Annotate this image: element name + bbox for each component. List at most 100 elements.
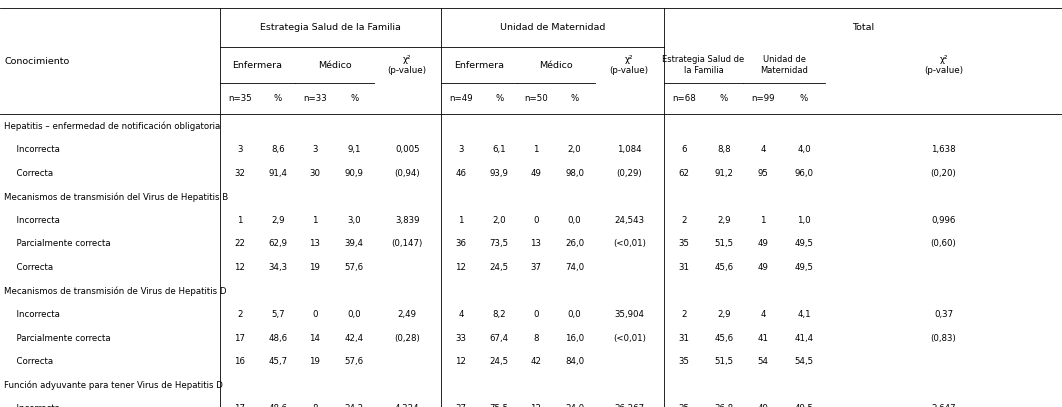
Text: 1,638: 1,638 <box>931 145 956 155</box>
Text: 12: 12 <box>456 263 466 272</box>
Text: 24,2: 24,2 <box>344 404 364 407</box>
Text: 2,647: 2,647 <box>931 404 956 407</box>
Text: 35,904: 35,904 <box>614 310 645 319</box>
Text: χ²
(p-value): χ² (p-value) <box>924 55 963 75</box>
Text: 49,5: 49,5 <box>794 239 813 249</box>
Text: 75,5: 75,5 <box>490 404 509 407</box>
Text: 3: 3 <box>312 145 318 155</box>
Text: Conocimiento: Conocimiento <box>4 57 69 66</box>
Text: 93,9: 93,9 <box>490 168 509 178</box>
Text: χ²
(p-value): χ² (p-value) <box>610 55 649 75</box>
Text: 49: 49 <box>757 404 769 407</box>
Text: 2,9: 2,9 <box>271 216 285 225</box>
Text: 73,5: 73,5 <box>490 239 509 249</box>
Text: 16,0: 16,0 <box>565 333 584 343</box>
Text: 12: 12 <box>235 263 245 272</box>
Text: 3: 3 <box>237 145 243 155</box>
Text: Estrategia Salud de la Familia: Estrategia Salud de la Familia <box>260 23 400 32</box>
Text: 45,7: 45,7 <box>268 357 288 366</box>
Text: 45,6: 45,6 <box>714 263 734 272</box>
Text: 96,0: 96,0 <box>794 168 813 178</box>
Text: 0,0: 0,0 <box>347 310 361 319</box>
Text: n=68: n=68 <box>672 94 696 103</box>
Text: Correcta: Correcta <box>11 357 53 366</box>
Text: 24,543: 24,543 <box>614 216 645 225</box>
Text: 36: 36 <box>456 239 466 249</box>
Text: 24,5: 24,5 <box>490 263 509 272</box>
Text: 34,3: 34,3 <box>268 263 288 272</box>
Text: 91,2: 91,2 <box>715 168 733 178</box>
Text: 0,0: 0,0 <box>568 216 581 225</box>
Text: 4,1: 4,1 <box>798 310 810 319</box>
Text: 3: 3 <box>458 145 464 155</box>
Text: 1,084: 1,084 <box>617 145 641 155</box>
Text: 2: 2 <box>681 310 687 319</box>
Text: 9,1: 9,1 <box>347 145 361 155</box>
Text: Médico: Médico <box>318 61 352 70</box>
Text: 95: 95 <box>757 168 769 178</box>
Text: 35: 35 <box>679 239 689 249</box>
Text: (<0,01): (<0,01) <box>613 239 646 249</box>
Text: (0,28): (0,28) <box>394 333 421 343</box>
Text: 49: 49 <box>530 168 542 178</box>
Text: 35: 35 <box>679 357 689 366</box>
Text: Correcta: Correcta <box>11 263 53 272</box>
Text: 51,5: 51,5 <box>714 357 734 366</box>
Text: Función adyuvante para tener Virus de Hepatitis D: Función adyuvante para tener Virus de He… <box>4 380 223 390</box>
Text: %: % <box>495 94 503 103</box>
Text: Unidad de Maternidad: Unidad de Maternidad <box>499 23 605 32</box>
Text: n=33: n=33 <box>303 94 327 103</box>
Text: Correcta: Correcta <box>11 168 53 178</box>
Text: 0,996: 0,996 <box>931 216 956 225</box>
Text: (<0,01): (<0,01) <box>613 333 646 343</box>
Text: 2,0: 2,0 <box>493 216 506 225</box>
Text: 42: 42 <box>530 357 542 366</box>
Text: 8,6: 8,6 <box>271 145 285 155</box>
Text: 8,8: 8,8 <box>717 145 731 155</box>
Text: 45,6: 45,6 <box>714 333 734 343</box>
Text: 13: 13 <box>309 239 321 249</box>
Text: 74,0: 74,0 <box>565 263 584 272</box>
Text: 17: 17 <box>235 404 245 407</box>
Text: 6: 6 <box>681 145 687 155</box>
Text: n=49: n=49 <box>449 94 473 103</box>
Text: 48,6: 48,6 <box>268 404 288 407</box>
Text: 0,37: 0,37 <box>933 310 954 319</box>
Text: 49,5: 49,5 <box>794 263 813 272</box>
Text: 6,1: 6,1 <box>493 145 506 155</box>
Text: 8: 8 <box>533 333 538 343</box>
Text: 8: 8 <box>312 404 318 407</box>
Text: 36,8: 36,8 <box>714 404 734 407</box>
Text: 31: 31 <box>679 263 689 272</box>
Text: (0,60): (0,60) <box>930 239 957 249</box>
Text: 1: 1 <box>533 145 538 155</box>
Text: 3,839: 3,839 <box>395 216 419 225</box>
Text: 1: 1 <box>760 216 766 225</box>
Text: 84,0: 84,0 <box>565 357 584 366</box>
Text: %: % <box>274 94 281 103</box>
Text: %: % <box>570 94 579 103</box>
Text: 2: 2 <box>237 310 243 319</box>
Text: 2: 2 <box>681 216 687 225</box>
Text: 4: 4 <box>458 310 464 319</box>
Text: 0,005: 0,005 <box>395 145 419 155</box>
Text: 57,6: 57,6 <box>344 263 364 272</box>
Text: 4,0: 4,0 <box>798 145 810 155</box>
Text: 26,0: 26,0 <box>565 239 584 249</box>
Text: 0: 0 <box>533 216 538 225</box>
Text: Incorrecta: Incorrecta <box>11 216 59 225</box>
Text: n=99: n=99 <box>751 94 775 103</box>
Text: 12: 12 <box>456 357 466 366</box>
Text: 48,6: 48,6 <box>268 333 288 343</box>
Text: 37: 37 <box>530 263 542 272</box>
Text: 16: 16 <box>235 357 245 366</box>
Text: %: % <box>720 94 727 103</box>
Text: Incorrecta: Incorrecta <box>11 404 59 407</box>
Text: %: % <box>800 94 808 103</box>
Text: 54: 54 <box>757 357 769 366</box>
Text: 12: 12 <box>530 404 542 407</box>
Text: Incorrecta: Incorrecta <box>11 145 59 155</box>
Text: Mecanismos de transmisión del Virus de Hepatitis B: Mecanismos de transmisión del Virus de H… <box>4 192 228 202</box>
Text: Unidad de
Maternidad: Unidad de Maternidad <box>760 55 808 75</box>
Text: 62,9: 62,9 <box>269 239 287 249</box>
